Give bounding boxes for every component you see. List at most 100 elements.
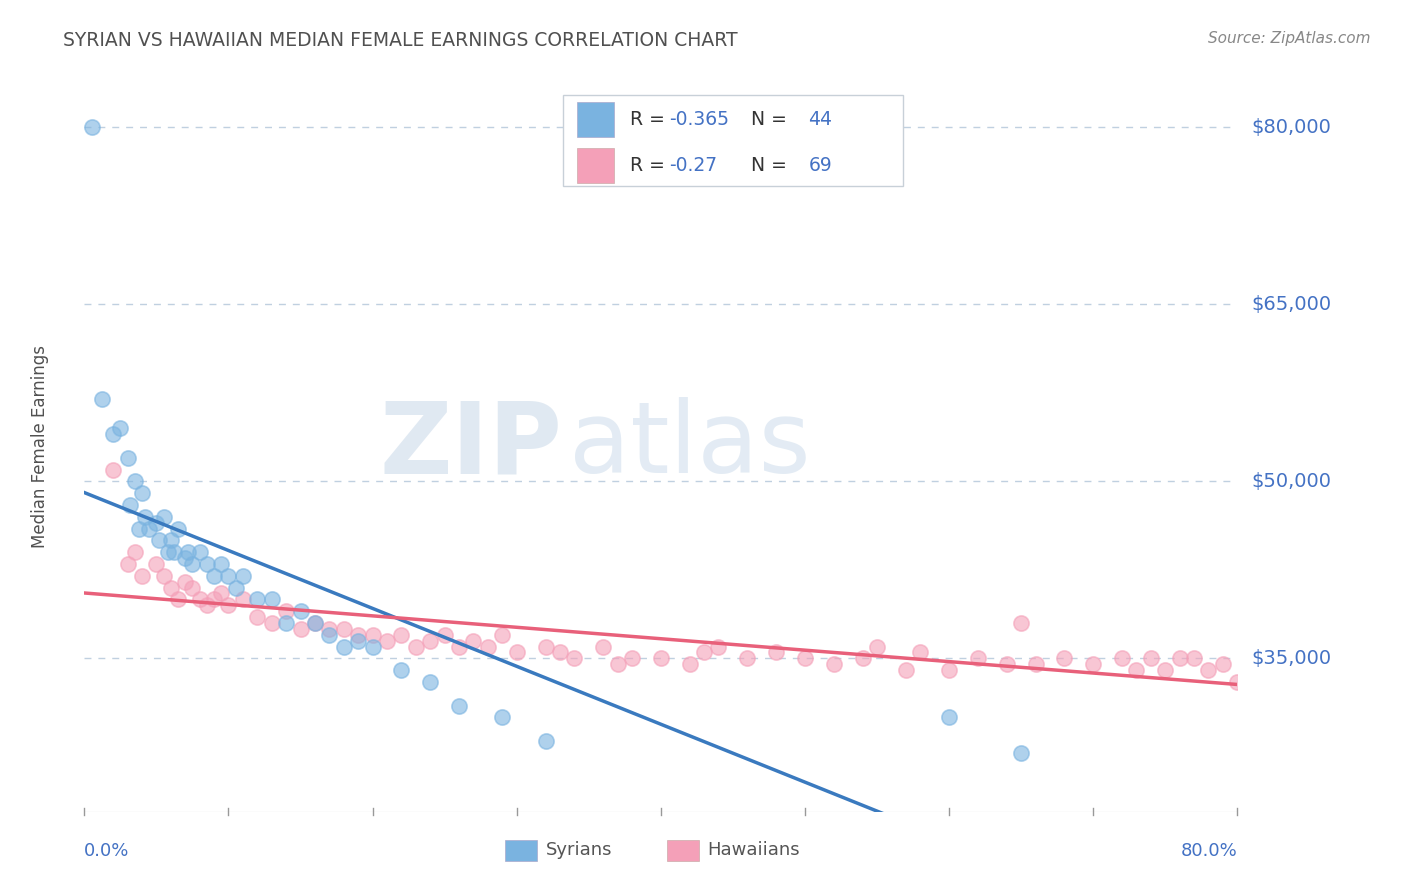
Text: 0.0%: 0.0% [84, 842, 129, 860]
Point [650, 651, 672, 665]
Point [534, 734, 557, 748]
Point [391, 628, 413, 642]
Point [1083, 657, 1105, 672]
Point [333, 640, 356, 654]
Point [894, 663, 917, 677]
Point [347, 628, 370, 642]
Point [1025, 657, 1047, 672]
Point [606, 657, 628, 672]
Point [195, 557, 218, 571]
Point [765, 645, 787, 659]
Point [433, 628, 456, 642]
Point [737, 651, 759, 665]
Point [391, 663, 413, 677]
Point [938, 663, 960, 677]
Point [419, 633, 441, 648]
Point [103, 427, 124, 442]
Point [276, 615, 298, 630]
Text: Source: ZipAtlas.com: Source: ZipAtlas.com [1208, 31, 1371, 46]
Point [1182, 651, 1205, 665]
Point [375, 633, 398, 648]
Point [174, 574, 197, 589]
Point [1226, 675, 1249, 690]
Point [967, 651, 990, 665]
Point [463, 633, 485, 648]
Point [80, 120, 103, 135]
Point [202, 592, 225, 607]
Point [276, 604, 298, 618]
Point [361, 640, 384, 654]
Point [290, 622, 312, 636]
Point [679, 657, 702, 672]
Point [548, 645, 571, 659]
Point [995, 657, 1018, 672]
Point [938, 710, 960, 724]
Point [347, 633, 370, 648]
Point [260, 615, 283, 630]
Point [124, 475, 146, 489]
Point [866, 640, 889, 654]
Point [707, 640, 730, 654]
Text: 80.0%: 80.0% [1181, 842, 1237, 860]
Point [290, 604, 312, 618]
Text: $35,000: $35,000 [1251, 648, 1331, 668]
Text: $65,000: $65,000 [1251, 295, 1331, 314]
Point [232, 592, 254, 607]
Text: $80,000: $80,000 [1251, 118, 1331, 137]
Text: -0.27: -0.27 [669, 156, 717, 175]
FancyBboxPatch shape [666, 840, 699, 861]
Point [1140, 651, 1163, 665]
Text: -0.365: -0.365 [669, 110, 728, 129]
Point [477, 640, 499, 654]
Point [181, 581, 204, 595]
Point [218, 599, 240, 613]
Point [181, 557, 204, 571]
Point [592, 640, 614, 654]
Point [131, 486, 153, 500]
Point [449, 640, 471, 654]
Text: atlas: atlas [568, 398, 810, 494]
Text: 44: 44 [808, 110, 832, 129]
Point [156, 545, 179, 559]
Point [1010, 615, 1032, 630]
Text: N =: N = [740, 156, 793, 175]
Point [177, 545, 200, 559]
Point [225, 581, 247, 595]
Point [506, 645, 529, 659]
Point [148, 533, 170, 548]
Point [167, 592, 190, 607]
Point [128, 522, 150, 536]
Point [1198, 663, 1220, 677]
Point [1010, 746, 1032, 760]
Point [1212, 657, 1234, 672]
Point [218, 568, 240, 582]
Point [1154, 663, 1177, 677]
Point [564, 651, 586, 665]
FancyBboxPatch shape [505, 840, 537, 861]
Point [160, 533, 183, 548]
FancyBboxPatch shape [576, 103, 613, 137]
Point [209, 557, 232, 571]
Point [195, 599, 218, 613]
Point [117, 450, 139, 465]
Point [145, 557, 167, 571]
Point [852, 651, 875, 665]
Point [491, 710, 513, 724]
Point [246, 592, 269, 607]
Point [152, 568, 174, 582]
Text: Median Female Earnings: Median Female Earnings [31, 344, 49, 548]
Text: R =: R = [630, 110, 671, 129]
Text: ZIP: ZIP [380, 398, 562, 494]
Point [419, 675, 441, 690]
Point [491, 628, 513, 642]
Point [693, 645, 716, 659]
Text: R =: R = [630, 156, 671, 175]
Text: 69: 69 [808, 156, 832, 175]
Point [449, 698, 471, 713]
Point [361, 628, 384, 642]
Point [333, 622, 356, 636]
Point [134, 509, 156, 524]
Point [145, 516, 167, 530]
Point [202, 568, 225, 582]
Point [1053, 651, 1076, 665]
